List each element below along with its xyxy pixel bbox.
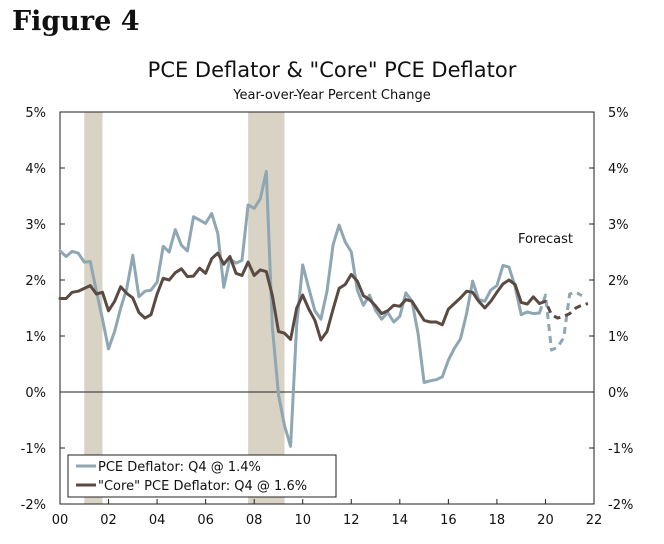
y-tick-label-right: 3% bbox=[608, 218, 629, 233]
y-tick-label-right: 1% bbox=[608, 330, 629, 345]
x-tick-label: 14 bbox=[392, 513, 409, 528]
plot-frame bbox=[59, 111, 595, 505]
legend-label-pce: PCE Deflator: Q4 @ 1.4% bbox=[98, 460, 261, 475]
x-tick-label: 10 bbox=[294, 513, 311, 528]
series-forecast-core bbox=[538, 299, 589, 320]
series-lines bbox=[58, 169, 589, 448]
recession-bands bbox=[84, 112, 285, 504]
y-tick-label-right: -2% bbox=[608, 498, 633, 513]
y-tick-label-left: -1% bbox=[21, 442, 46, 457]
y-tick-label-right: 2% bbox=[608, 274, 629, 289]
x-tick-label: 04 bbox=[149, 513, 166, 528]
recession-band-0 bbox=[84, 112, 103, 504]
x-tick-label: 22 bbox=[586, 513, 603, 528]
legend: PCE Deflator: Q4 @ 1.4% "Core" PCE Defla… bbox=[67, 454, 337, 498]
x-tick-label: 02 bbox=[100, 513, 117, 528]
y-tick-label-right: 5% bbox=[608, 106, 629, 121]
series-line-core bbox=[58, 251, 541, 342]
figure-label: Figure 4 bbox=[12, 6, 140, 37]
y-tick-label-right: 4% bbox=[608, 162, 629, 177]
chart-subtitle: Year-over-Year Percent Change bbox=[233, 88, 431, 103]
chart-title: PCE Deflator & "Core" PCE Deflator bbox=[147, 58, 517, 82]
y-tick-label-left: -2% bbox=[21, 498, 46, 513]
legend-box bbox=[67, 454, 337, 498]
y-tick-label-left: 1% bbox=[25, 330, 46, 345]
y-tick-label-left: 2% bbox=[25, 274, 46, 289]
y-tick-label-right: 0% bbox=[608, 386, 629, 401]
y-tick-label-left: 5% bbox=[25, 106, 46, 121]
x-tick-label: 20 bbox=[537, 513, 554, 528]
y-tick-label-left: 0% bbox=[25, 386, 46, 401]
forecast-annotation: Forecast bbox=[518, 232, 573, 247]
axes: 5% 5% 4% 4% 3% 3% 2% 2% 1% 1% 0% 0% -1% -1% -2% -2% 00 02… bbox=[21, 106, 634, 528]
x-tick-label: 12 bbox=[343, 513, 360, 528]
y-tick-label-left: 4% bbox=[25, 162, 46, 177]
x-tick-label: 18 bbox=[489, 513, 506, 528]
x-tick-label: 08 bbox=[246, 513, 263, 528]
x-tick-label: 00 bbox=[52, 513, 69, 528]
legend-label-core: "Core" PCE Deflator: Q4 @ 1.6% bbox=[98, 479, 307, 494]
x-tick-label: 06 bbox=[197, 513, 214, 528]
y-tick-label-left: 3% bbox=[25, 218, 46, 233]
y-tick-label-right: -1% bbox=[608, 442, 633, 457]
x-tick-label: 16 bbox=[440, 513, 457, 528]
series-line-pce bbox=[58, 169, 541, 448]
series-forecast-pce bbox=[537, 290, 583, 352]
